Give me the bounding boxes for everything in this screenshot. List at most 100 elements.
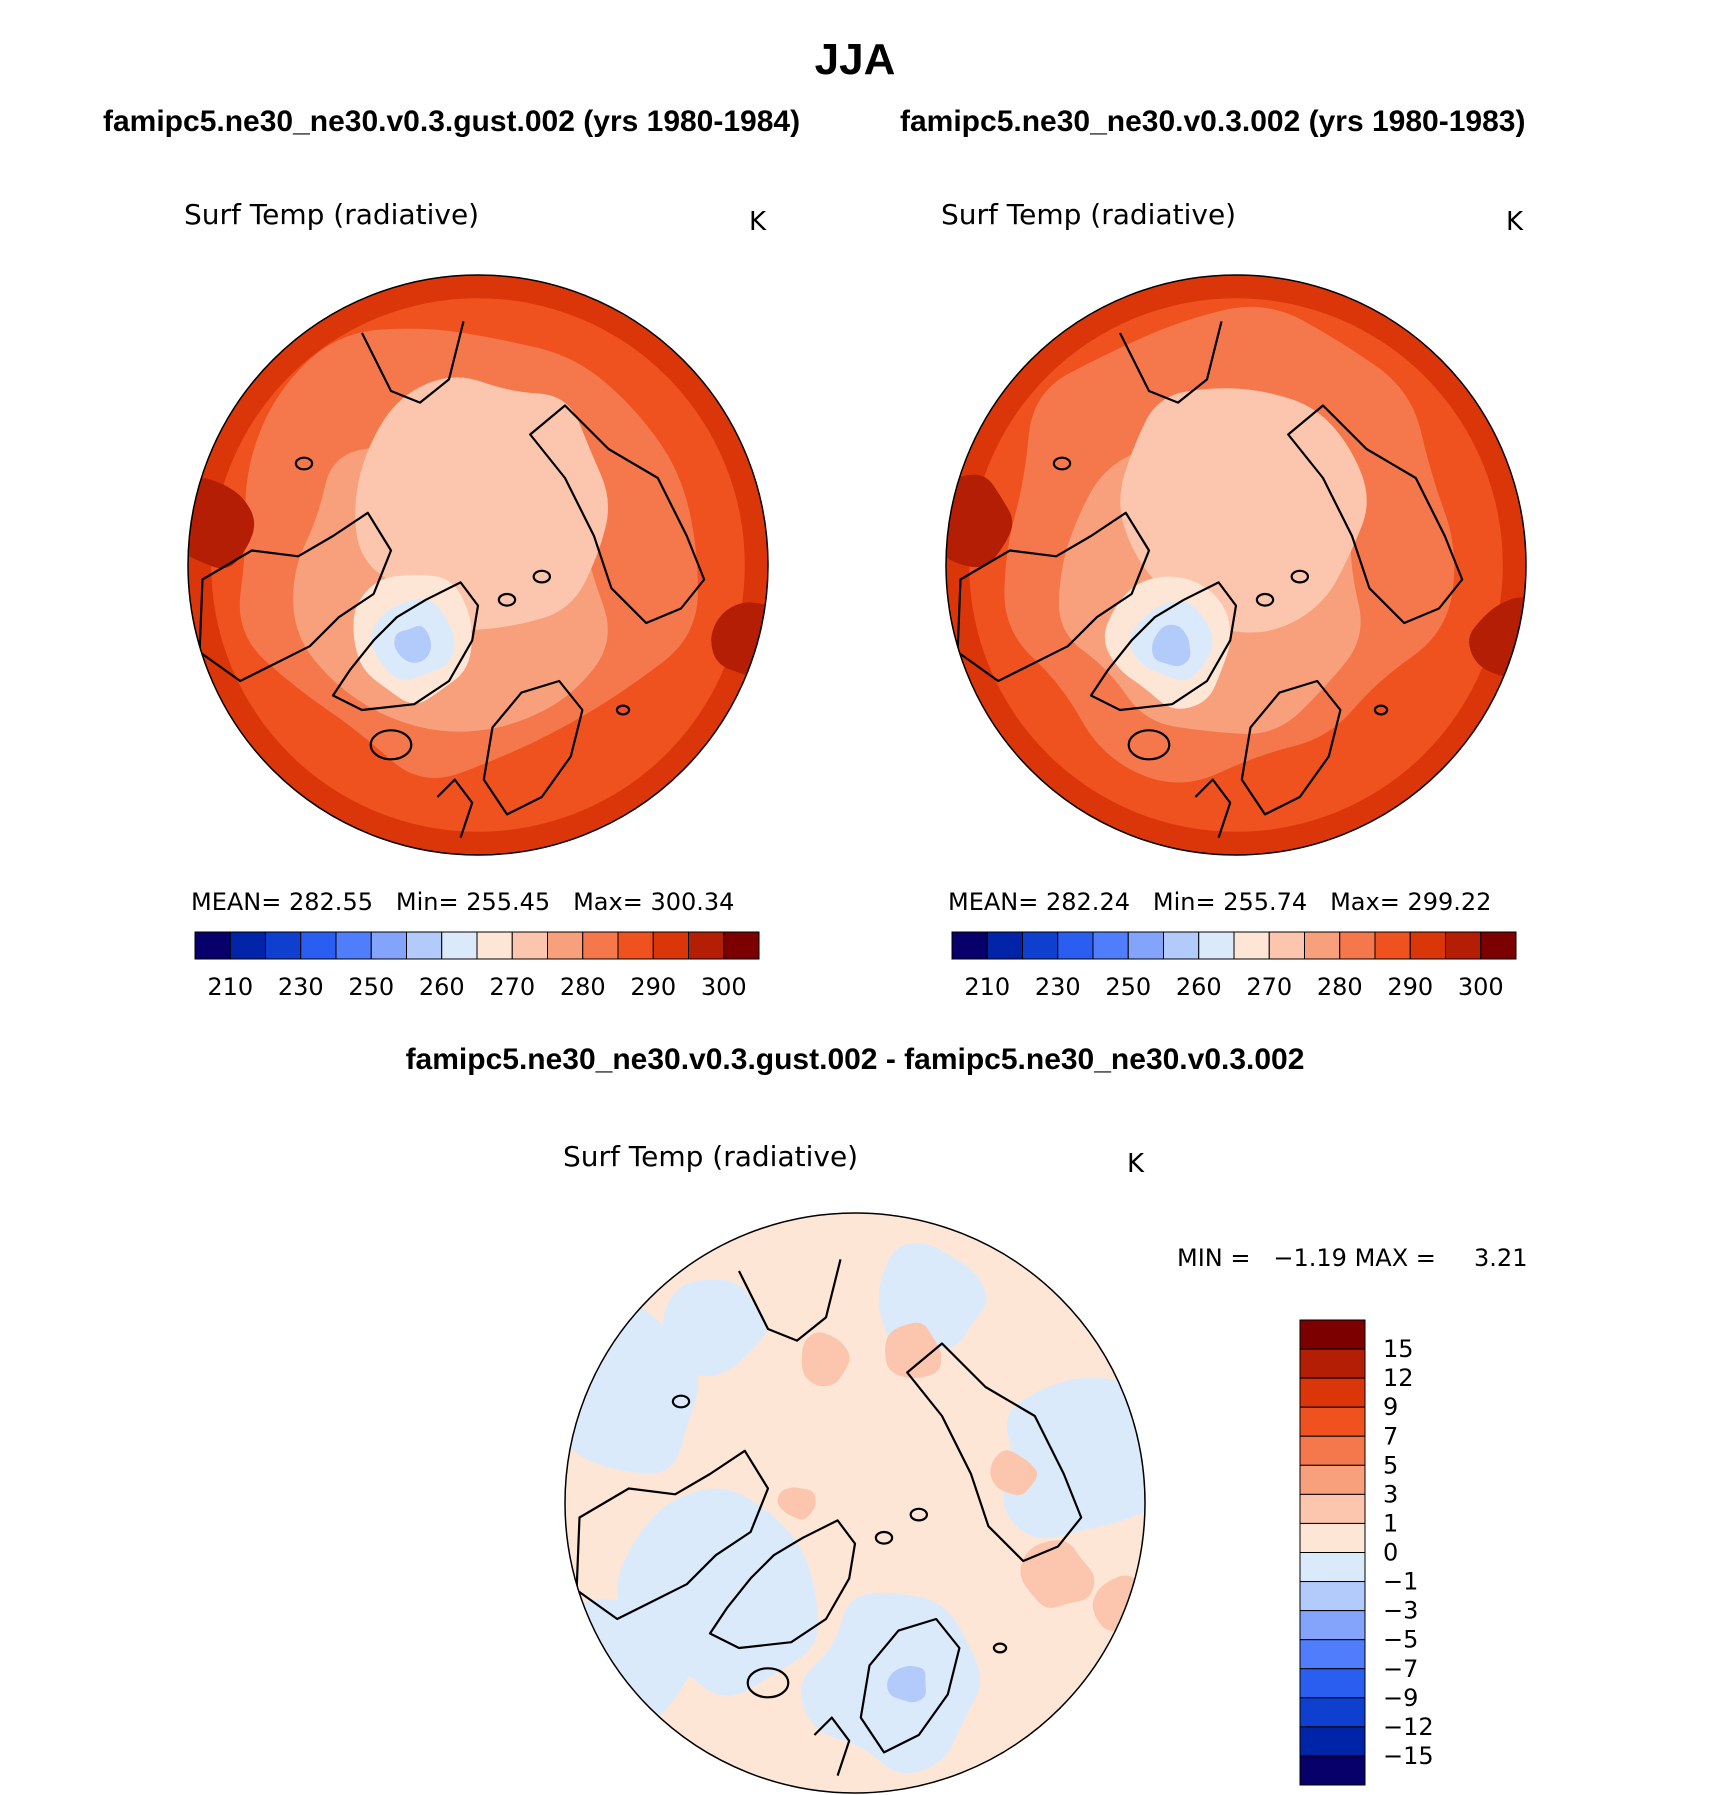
difference-panel-field-name: Surf Temp (radiative) (563, 1140, 859, 1173)
colorbar-swatch (617, 931, 654, 960)
coastlines (575, 1259, 1083, 1776)
coastline-segment (1287, 404, 1464, 625)
page-title: JJA (814, 35, 896, 84)
colorbar-tick-label: −9 (1383, 1684, 1418, 1712)
left-panel-run-title: famipc5.ne30_ne30.v0.3.gust.002 (yrs 198… (103, 105, 801, 138)
colorbar-swatch (1299, 1522, 1366, 1553)
colorbar-tick-label: 3 (1383, 1480, 1398, 1508)
field-fill-band (394, 625, 432, 663)
colorbar-swatch (951, 931, 988, 960)
colorbar-swatch (723, 931, 760, 960)
left-panel-field-name: Surf Temp (radiative) (184, 198, 480, 231)
min-label: Min= (1152, 888, 1216, 916)
colorbar-swatch (406, 931, 443, 960)
colorbar-tick-label: 270 (489, 973, 535, 1001)
coastline-segment (738, 1259, 842, 1342)
colorbar-swatch (1299, 1552, 1366, 1583)
colorbar-swatch (652, 931, 689, 960)
field-fill-band (887, 1666, 926, 1703)
colorbar-tick-label: 260 (419, 973, 465, 1001)
colorbar-swatch (1022, 931, 1059, 960)
colorbar-tick-label: 250 (1105, 973, 1151, 1001)
colorbar-swatch (1299, 1581, 1366, 1612)
min-label: MIN = (1177, 1244, 1251, 1272)
island-outline (615, 704, 631, 716)
island-outline (1290, 569, 1310, 584)
colorbar-swatch (1299, 1435, 1366, 1466)
field-fill-band (801, 1332, 850, 1387)
field-fill-band (1003, 1377, 1145, 1539)
max-label: Max= (1330, 888, 1400, 916)
field-fill-band (1152, 624, 1191, 667)
colorbar-swatch (582, 931, 619, 960)
max-value: 299.22 (1407, 888, 1492, 916)
colorbar-swatch (1299, 1726, 1366, 1757)
colorbar-swatch (194, 931, 231, 960)
right-panel-stats: MEAN= 282.24 Min= 255.74 Max= 299.22 (948, 888, 1491, 916)
colorbar-left: 210 230 250 260 270 280 290 300 (194, 931, 760, 1001)
colorbar-tick-label: −15 (1383, 1742, 1434, 1770)
mean-value: 282.55 (289, 888, 373, 916)
field-fill-band (1020, 1540, 1095, 1608)
coastline-segment (198, 511, 393, 683)
colorbar-swatch (476, 931, 513, 960)
island-outline (369, 729, 413, 761)
colorbar-swatch (547, 931, 584, 960)
colorbar-swatch (1299, 1464, 1366, 1495)
colorbar-tick-label: 12 (1383, 1364, 1414, 1392)
colorbar-tick-label: 250 (348, 973, 394, 1001)
coastline-segment (331, 581, 480, 712)
island-outline (1052, 456, 1072, 471)
colorbar-swatch (1299, 1377, 1366, 1408)
coastline-segment (813, 1716, 851, 1776)
island-outline (497, 592, 517, 607)
coastline-segment (482, 679, 584, 816)
colorbar-swatch (335, 931, 372, 960)
difference-panel-title: famipc5.ne30_ne30.v0.3.gust.002 - famipc… (405, 1043, 1305, 1076)
colorbar-swatch (1268, 931, 1305, 960)
map-border (945, 274, 1527, 856)
mean-value: 282.24 (1046, 888, 1130, 916)
coastline-segment (1240, 679, 1342, 816)
colorbar-tick-label: 15 (1383, 1335, 1414, 1363)
max-value: 300.34 (650, 888, 735, 916)
colorbar-tick-label: 300 (701, 973, 747, 1001)
colorbar-swatch (1304, 931, 1341, 960)
island-outline (746, 1667, 790, 1699)
colorbar-tick-label: 230 (1035, 973, 1081, 1001)
map-border (187, 274, 769, 856)
difference-panel-stats: MIN = −1.19 MAX = 3.21 (1177, 1244, 1527, 1272)
coastline-segment (575, 1449, 770, 1621)
colorbar-tick-label: −1 (1383, 1568, 1418, 1596)
colorbar-swatch (229, 931, 266, 960)
colorbar-swatch (370, 931, 407, 960)
colorbar-swatch (511, 931, 548, 960)
field-fill-band (661, 1279, 768, 1377)
colorbar-tick-label: 280 (1317, 973, 1363, 1001)
coastline-segment (906, 1342, 1083, 1563)
coastlines (956, 321, 1464, 838)
colorbar-tick-label: 9 (1383, 1393, 1398, 1421)
colorbar-tick-label: 270 (1246, 973, 1292, 1001)
colorbar-swatch (1057, 931, 1094, 960)
coastline-segment (708, 1519, 857, 1650)
colorbar-swatch (1299, 1348, 1366, 1379)
max-label: Max= (573, 888, 643, 916)
left-panel-units: K (749, 207, 767, 237)
colorbar-swatch (265, 931, 302, 960)
min-value: −1.19 (1273, 1244, 1347, 1272)
colorbar-swatch (300, 931, 337, 960)
colorbar-swatch (688, 931, 725, 960)
coastline-segment (529, 404, 706, 625)
polar-map-right (945, 274, 1527, 856)
coastline-segment (956, 511, 1151, 683)
colorbar-swatch (441, 931, 478, 960)
island-outline (1373, 704, 1389, 716)
colorbar-tick-label: 290 (1387, 973, 1433, 1001)
island-outline (909, 1507, 929, 1522)
colorbar-swatch (1299, 1493, 1366, 1524)
mean-label: MEAN= (191, 888, 282, 916)
coastline-segment (1119, 321, 1223, 404)
